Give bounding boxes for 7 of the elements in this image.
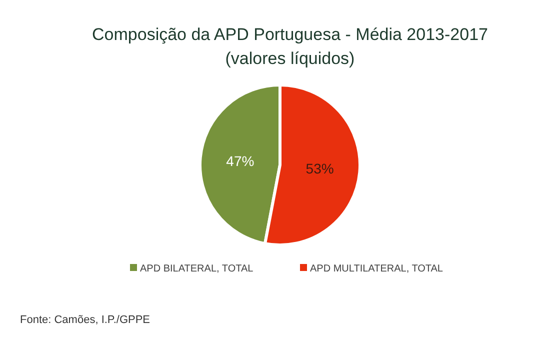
data-label: 47% (226, 153, 254, 170)
chart-title: Composição da APD Portuguesa - Média 2013-2017 (92, 25, 488, 44)
data-label: 53% (306, 160, 334, 177)
legend-label: APD MULTILATERAL, TOTAL (310, 264, 444, 274)
source-note: Fonte: Camões, I.P./GPPE (20, 314, 150, 326)
legend-label: APD BILATERAL, TOTAL (140, 264, 254, 274)
chart-subtitle: (valores líquidos) (225, 49, 355, 68)
